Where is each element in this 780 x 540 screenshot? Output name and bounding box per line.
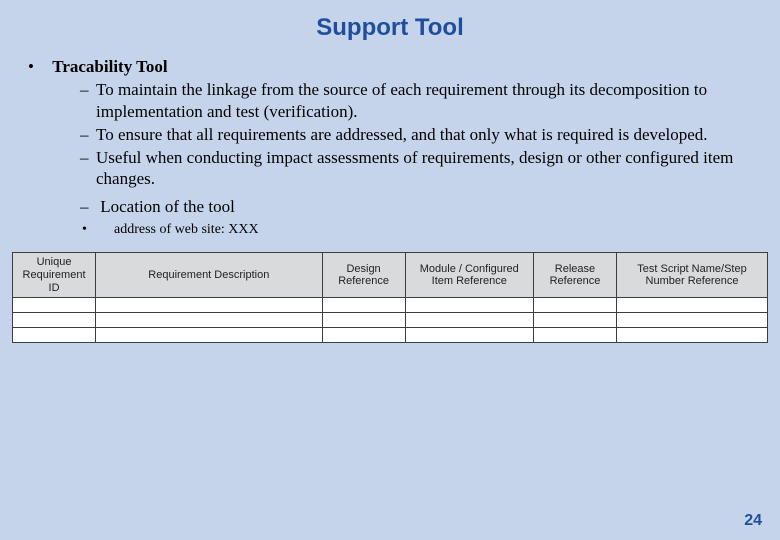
col-header: Design Reference	[322, 253, 405, 298]
slide-title: Support Tool	[0, 0, 780, 50]
cell	[533, 298, 616, 313]
cell	[616, 313, 767, 328]
sub-bullet-text: To ensure that all requirements are addr…	[96, 125, 708, 144]
header-row: Unique Requirement ID Requirement Descri…	[13, 253, 768, 298]
col-header: Requirement Description	[96, 253, 323, 298]
sub-sub-bullet: address of web site: XXX	[130, 221, 750, 239]
table-row	[13, 328, 768, 343]
bullet-main: Tracability Tool To maintain the linkage…	[48, 56, 750, 238]
bullet-list-lvl2b: Location of the tool address of web site…	[48, 196, 750, 239]
cell	[96, 328, 323, 343]
cell	[322, 328, 405, 343]
cell	[96, 313, 323, 328]
table-head: Unique Requirement ID Requirement Descri…	[13, 253, 768, 298]
cell	[96, 298, 323, 313]
col-header: Test Script Name/Step Number Reference	[616, 253, 767, 298]
bullet-list-lvl2a: To maintain the linkage from the source …	[48, 79, 750, 189]
bullet-list-lvl3: address of web site: XXX	[96, 221, 750, 239]
cell	[616, 328, 767, 343]
cell	[13, 298, 96, 313]
col-header: Unique Requirement ID	[13, 253, 96, 298]
table-body	[13, 298, 768, 343]
col-header: Module / Configured Item Reference	[405, 253, 533, 298]
cell	[322, 313, 405, 328]
sub-bullet-location: Location of the tool address of web site…	[80, 196, 750, 239]
sub-bullet-text: Useful when conducting impact assessment…	[96, 148, 733, 188]
sub-sub-bullet-text: address of web site: XXX	[114, 222, 259, 237]
bullet-main-label: Tracability Tool	[52, 57, 167, 76]
table-row	[13, 298, 768, 313]
cell	[616, 298, 767, 313]
sub-bullet: To maintain the linkage from the source …	[80, 79, 750, 122]
cell	[533, 328, 616, 343]
traceability-table-wrap: Unique Requirement ID Requirement Descri…	[12, 252, 768, 343]
cell	[13, 328, 96, 343]
sub-bullet: Useful when conducting impact assessment…	[80, 147, 750, 190]
bullet-list-lvl1: Tracability Tool To maintain the linkage…	[30, 56, 750, 238]
col-header: Release Reference	[533, 253, 616, 298]
cell	[405, 328, 533, 343]
sub-bullet-text: To maintain the linkage from the source …	[96, 80, 707, 120]
slide: Support Tool Tracability Tool To maintai…	[0, 0, 780, 540]
cell	[405, 298, 533, 313]
sub-bullet: To ensure that all requirements are addr…	[80, 124, 750, 145]
content-area: Tracability Tool To maintain the linkage…	[0, 56, 780, 238]
page-number: 24	[744, 512, 762, 530]
sub-bullet-location-text: Location of the tool	[100, 197, 235, 216]
cell	[322, 298, 405, 313]
cell	[533, 313, 616, 328]
table-row	[13, 313, 768, 328]
cell	[405, 313, 533, 328]
traceability-table: Unique Requirement ID Requirement Descri…	[12, 252, 768, 343]
cell	[13, 313, 96, 328]
